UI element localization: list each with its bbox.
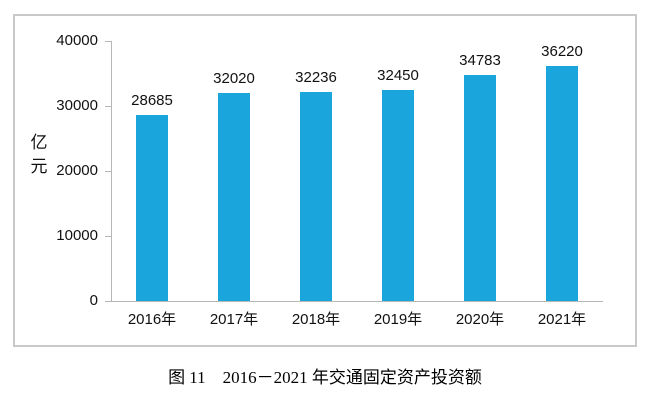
bar-value-label: 32020 xyxy=(213,69,255,87)
bar-value-label: 36220 xyxy=(541,42,583,60)
bar-value-label: 34783 xyxy=(459,51,501,69)
y-axis-tick xyxy=(105,236,111,237)
bar xyxy=(464,74,496,301)
x-axis-tick-label: 2019年 xyxy=(373,311,423,328)
bar xyxy=(136,114,168,301)
bar xyxy=(382,90,414,301)
y-axis-tick-label: 0 xyxy=(89,292,98,309)
x-axis-tick-label: 2018年 xyxy=(291,311,341,328)
y-axis-tick-label: 10000 xyxy=(56,227,98,244)
y-axis-tick xyxy=(105,171,111,172)
bar xyxy=(218,92,250,301)
bar xyxy=(300,91,332,301)
bar-value-label: 32450 xyxy=(377,67,419,85)
y-axis-tick xyxy=(105,301,111,302)
figure-caption: 图 11 2016－2021 年交通固定资产投资额 xyxy=(168,368,482,387)
bar-value-label: 28685 xyxy=(131,91,173,109)
x-axis-line xyxy=(111,301,603,302)
x-axis-tick-label: 2021年 xyxy=(537,311,587,328)
y-axis-tick-label: 30000 xyxy=(56,97,98,114)
y-axis-unit-line-2: 元 xyxy=(30,157,48,176)
bar xyxy=(546,65,578,301)
y-axis-tick xyxy=(105,106,111,107)
y-axis-unit-line-1: 亿 xyxy=(30,133,48,152)
bar-value-label: 32236 xyxy=(295,68,337,86)
x-axis-tick-label: 2016年 xyxy=(127,311,177,328)
y-axis-tick-label: 40000 xyxy=(56,32,98,49)
y-axis-unit-label: 亿 元 xyxy=(26,131,52,179)
x-axis-tick-label: 2020年 xyxy=(455,311,505,328)
y-axis-tick xyxy=(105,41,111,42)
x-axis-tick-label: 2017年 xyxy=(209,311,259,328)
y-axis-line xyxy=(111,41,112,301)
y-axis-tick-label: 20000 xyxy=(56,162,98,179)
